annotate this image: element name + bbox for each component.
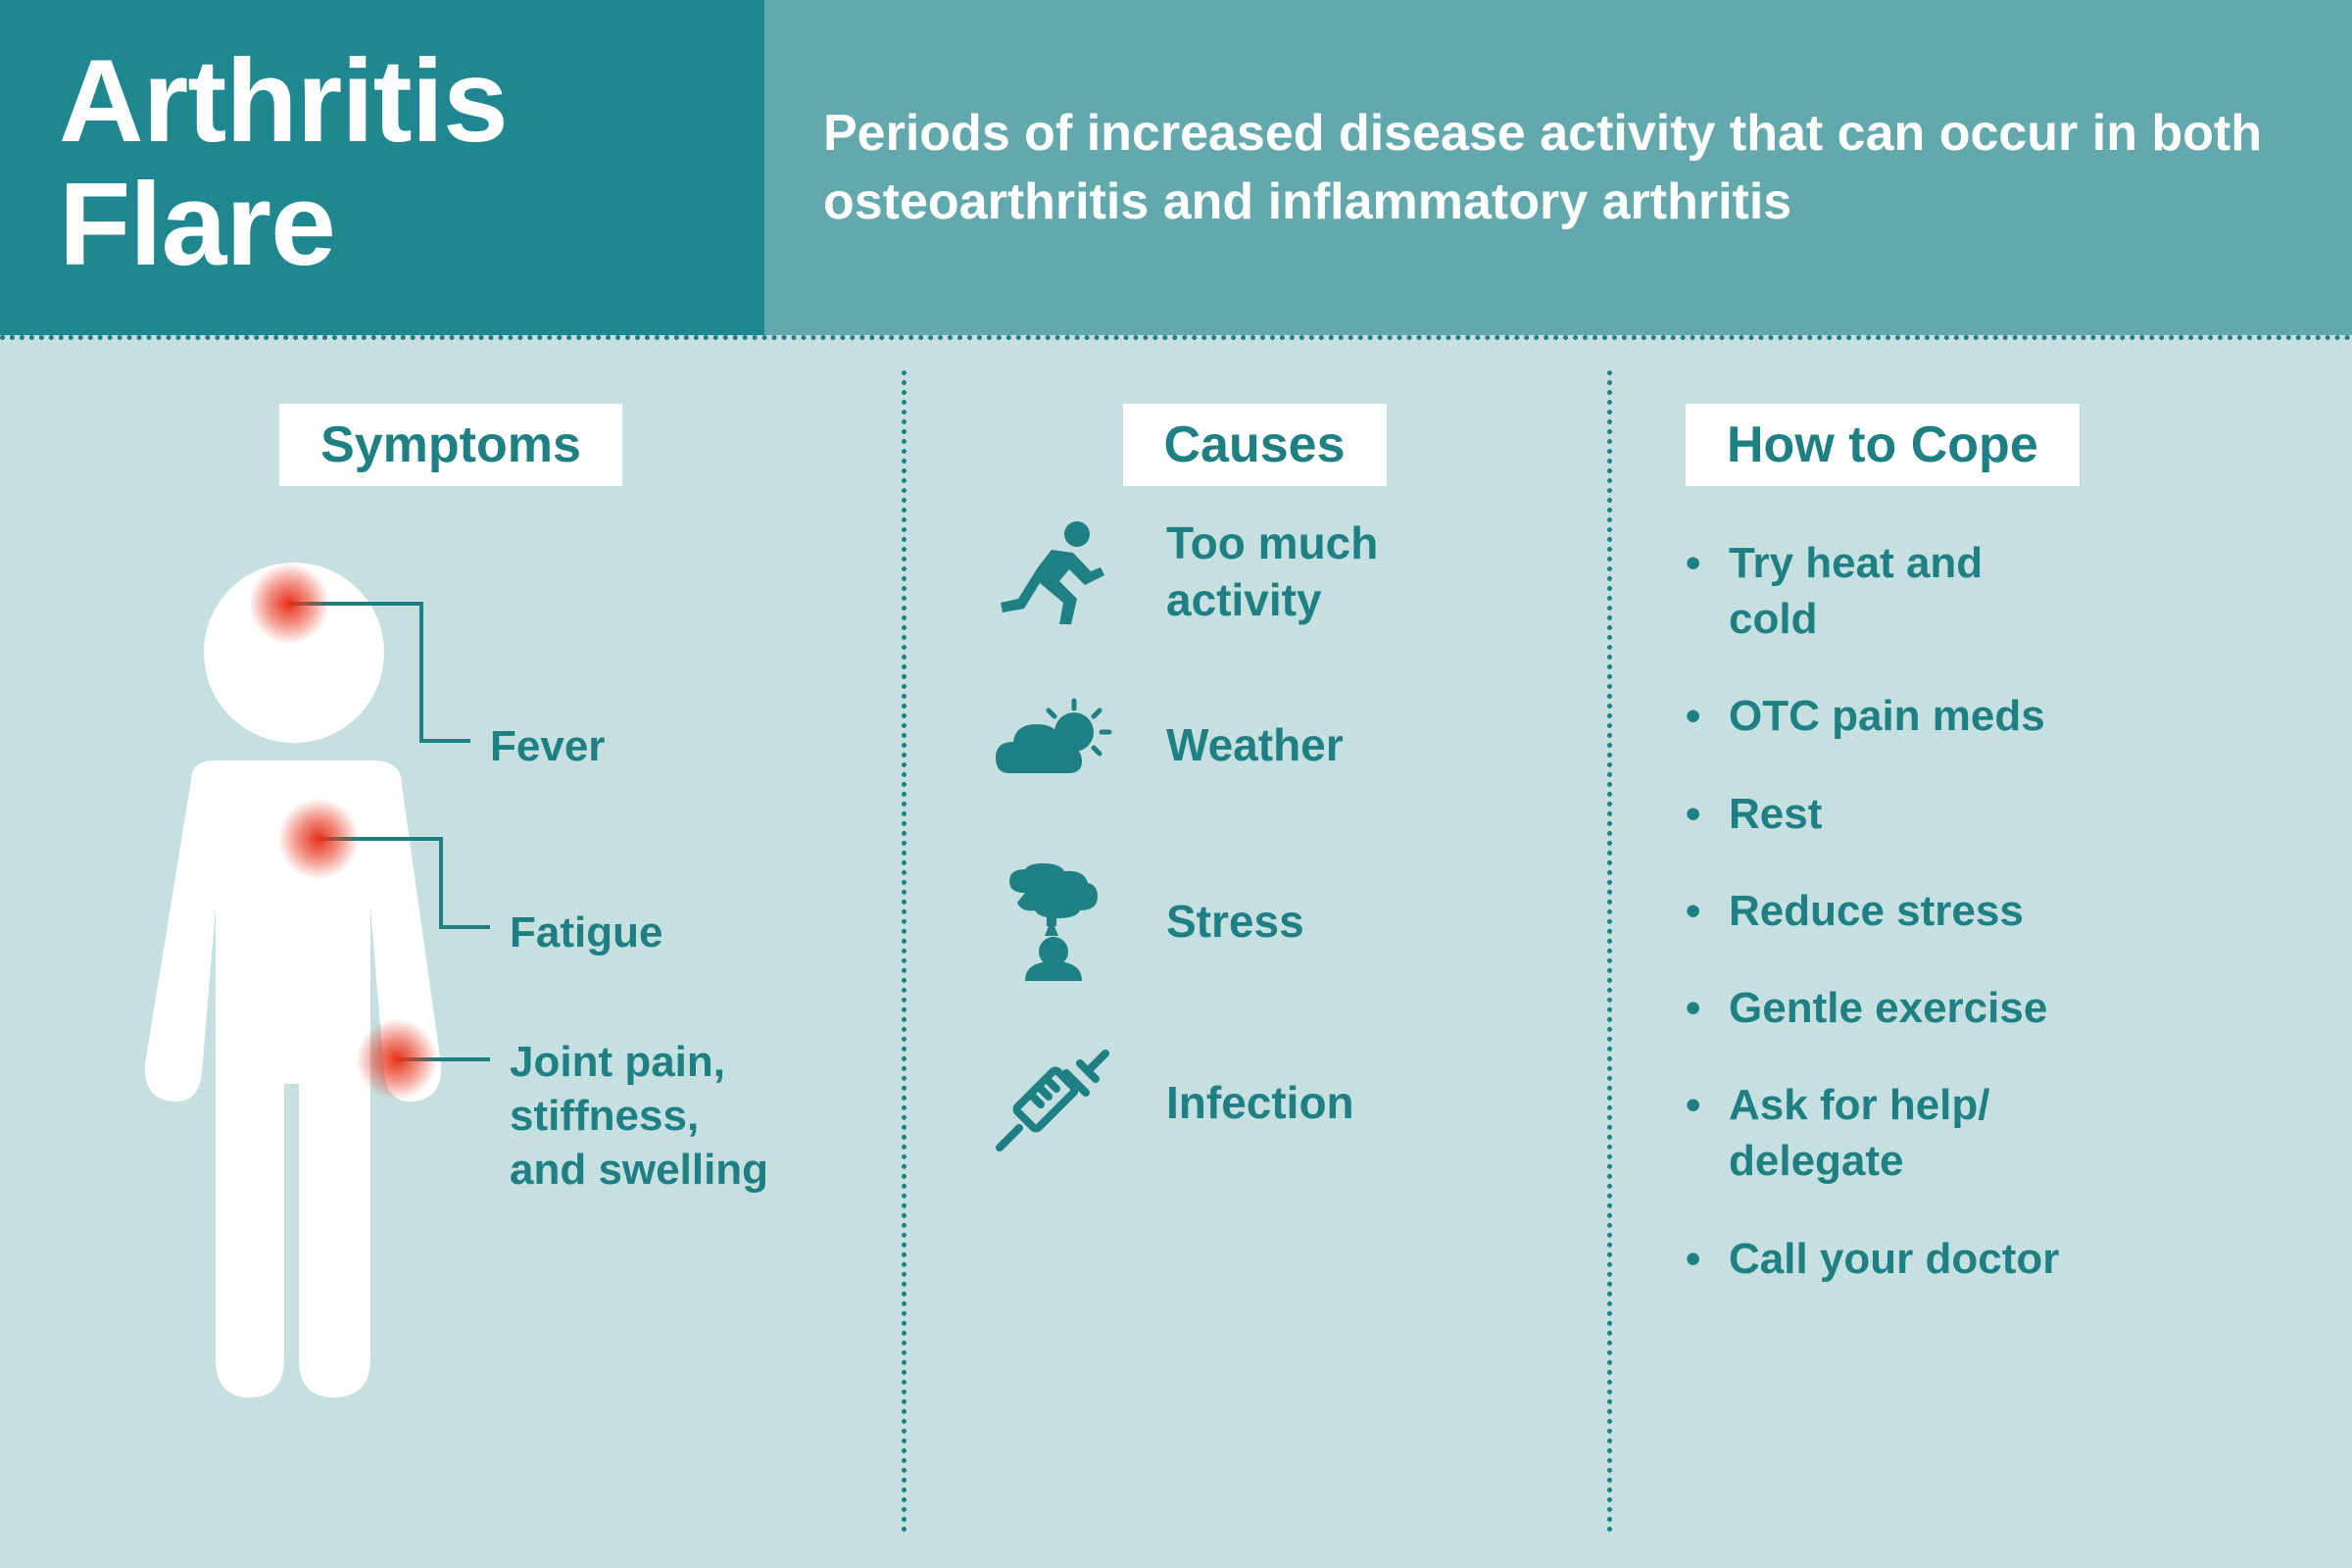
causes-column: Causes Too muchactivity Weather Stress Infe… [902, 335, 1607, 1568]
header-title-block: Arthritis Flare [0, 0, 764, 335]
header: Arthritis Flare Periods of increased dis… [0, 0, 2352, 335]
page-subtitle: Periods of increased disease activity th… [823, 99, 2274, 236]
symptom-label-joint: Joint pain,stiffness,and swelling [510, 1035, 768, 1197]
title-line-1: Arthritis [59, 35, 508, 167]
cope-title: How to Cope [1686, 404, 2080, 486]
weather-icon [990, 697, 1117, 795]
cause-label: Weather [1166, 717, 1344, 774]
symptoms-column: Symptoms FeverFatigueJoint pain,stiffnes… [0, 335, 902, 1568]
running-icon [990, 518, 1117, 626]
cause-item: Weather [990, 697, 1558, 795]
cope-item: OTC pain meds [1686, 688, 2303, 744]
causes-title-wrap: Causes [951, 404, 1558, 486]
symptoms-title: Symptoms [279, 404, 622, 486]
infographic-root: Arthritis Flare Periods of increased dis… [0, 0, 2352, 1568]
stress-icon [990, 863, 1117, 981]
causes-list: Too muchactivity Weather Stress Infection [951, 515, 1558, 1157]
symptoms-diagram: FeverFatigueJoint pain,stiffness,and swe… [49, 515, 853, 1495]
cause-item: Infection [990, 1050, 1558, 1157]
cope-item: Rest [1686, 786, 2303, 842]
syringe-icon [990, 1050, 1117, 1157]
page-title: Arthritis Flare [59, 39, 508, 286]
cope-item: Gentle exercise [1686, 980, 2303, 1036]
body: Symptoms FeverFatigueJoint pain,stiffnes… [0, 335, 2352, 1568]
title-line-2: Flare [59, 159, 335, 290]
cause-label: Infection [1166, 1075, 1354, 1132]
causes-title: Causes [1123, 404, 1387, 486]
cope-column: How to Cope Try heat andcold OTC pain med… [1607, 335, 2352, 1568]
cause-item: Too muchactivity [990, 515, 1558, 628]
leader-line [49, 515, 931, 1397]
cope-item: Try heat andcold [1686, 535, 2303, 647]
cope-item: Reduce stress [1686, 883, 2303, 939]
cope-title-wrap: How to Cope [1656, 404, 2303, 486]
cause-item: Stress [990, 863, 1558, 981]
cope-list: Try heat andcold OTC pain meds Rest Reduce … [1656, 535, 2303, 1287]
cope-item: Ask for help/delegate [1686, 1077, 2303, 1189]
symptoms-title-wrap: Symptoms [49, 404, 853, 486]
cause-label: Stress [1166, 894, 1304, 951]
cause-label: Too muchactivity [1166, 515, 1378, 628]
header-subtitle-block: Periods of increased disease activity th… [764, 0, 2352, 335]
cope-item: Call your doctor [1686, 1231, 2303, 1287]
